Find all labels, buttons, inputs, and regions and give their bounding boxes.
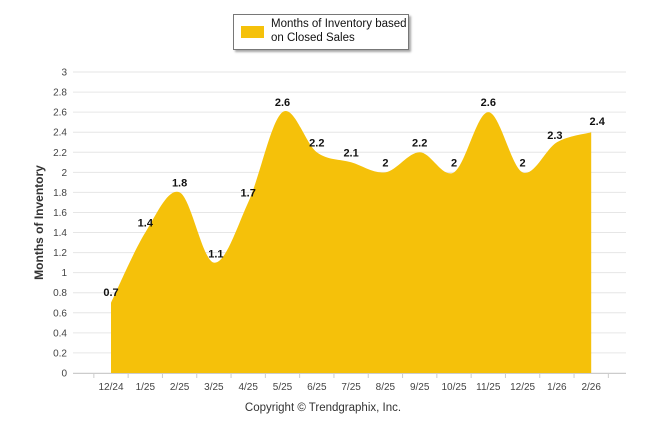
x-tick-label: 9/25 xyxy=(410,382,430,393)
data-label: 2.1 xyxy=(343,147,358,159)
y-tick-label: 2.6 xyxy=(53,108,67,119)
x-tick-label: 4/25 xyxy=(238,382,258,393)
data-label: 0.7 xyxy=(103,287,118,299)
inventory-area xyxy=(111,110,592,374)
data-point xyxy=(383,170,387,174)
data-label: 2.3 xyxy=(547,130,562,142)
label-layer: 0.7 1.4 1.8 1.1 1.7 2.6 2.2 2.1 2 2.2 2 2.6 2 2.3 2.4 xyxy=(103,97,605,299)
x-tick-label: 8/25 xyxy=(376,382,396,393)
y-tick-label: 0.4 xyxy=(53,328,67,339)
x-tick-label: 5/25 xyxy=(273,382,293,393)
data-point xyxy=(281,110,285,114)
data-point xyxy=(486,110,490,114)
y-tick-label: 0.6 xyxy=(53,308,67,319)
y-tick-label: 1.4 xyxy=(53,228,67,239)
x-tick-label: 7/25 xyxy=(341,382,361,393)
data-point xyxy=(246,200,250,204)
data-point xyxy=(315,150,319,154)
y-tick-label: 1.8 xyxy=(53,188,67,199)
y-tick-label: 1.6 xyxy=(53,208,67,219)
y-tick-label: 2 xyxy=(61,168,67,179)
y-tick-label: 1 xyxy=(61,268,67,279)
x-tick-label: 3/25 xyxy=(204,382,224,393)
x-tick-label: 2/26 xyxy=(581,382,601,393)
data-label: 1.7 xyxy=(241,187,256,199)
data-label: 2 xyxy=(520,157,526,169)
y-tick-label: 1.2 xyxy=(53,248,67,259)
y-tick-label: 2.8 xyxy=(53,88,67,99)
data-point xyxy=(178,190,182,194)
x-tick-label: 10/25 xyxy=(441,382,466,393)
area-layer xyxy=(109,110,593,374)
data-label: 2.6 xyxy=(275,97,290,109)
axis-layer: 0 0.2 0.4 0.6 0.8 1 1.2 1.4 1.6 1.8 2 2.2 2.4 2.6 2.8 3… xyxy=(32,68,626,393)
data-label: 2.2 xyxy=(412,137,427,149)
data-label: 2 xyxy=(451,157,457,169)
y-tick-label: 2.4 xyxy=(53,128,67,139)
x-tick-label: 12/25 xyxy=(510,382,535,393)
x-tick-label: 12/24 xyxy=(98,382,123,393)
x-tick-label: 6/25 xyxy=(307,382,327,393)
y-tick-label: 0.8 xyxy=(53,288,67,299)
y-tick-label: 0.2 xyxy=(53,348,67,359)
data-label: 2.2 xyxy=(309,137,324,149)
data-label: 2.6 xyxy=(481,97,496,109)
legend: Months of Inventory based on Closed Sale… xyxy=(233,14,409,50)
data-label: 2 xyxy=(382,157,388,169)
data-point xyxy=(589,130,593,134)
x-tick-label: 2/25 xyxy=(170,382,190,393)
data-point xyxy=(418,150,422,154)
data-label: 1.1 xyxy=(208,249,223,261)
y-axis-title: Months of Inventory xyxy=(32,165,46,280)
data-point xyxy=(349,160,353,164)
x-tick-label: 11/25 xyxy=(476,382,501,393)
legend-swatch xyxy=(241,26,264,38)
data-label: 2.4 xyxy=(590,116,606,128)
data-point xyxy=(521,170,525,174)
data-point xyxy=(143,231,147,235)
data-point xyxy=(109,301,113,305)
x-tick-label: 1/25 xyxy=(136,382,156,393)
data-label: 1.4 xyxy=(138,218,154,230)
y-tick-label: 2.2 xyxy=(53,148,67,159)
y-tick-label: 0 xyxy=(61,369,67,380)
data-point xyxy=(452,170,456,174)
y-tick-label: 3 xyxy=(61,68,67,79)
legend-label: Months of Inventory based on Closed Sale… xyxy=(271,18,407,44)
x-tick-label: 1/26 xyxy=(547,382,567,393)
copyright-credit: Copyright © Trendgraphix, Inc. xyxy=(244,402,402,414)
data-point xyxy=(212,261,216,265)
data-label: 1.8 xyxy=(172,177,187,189)
